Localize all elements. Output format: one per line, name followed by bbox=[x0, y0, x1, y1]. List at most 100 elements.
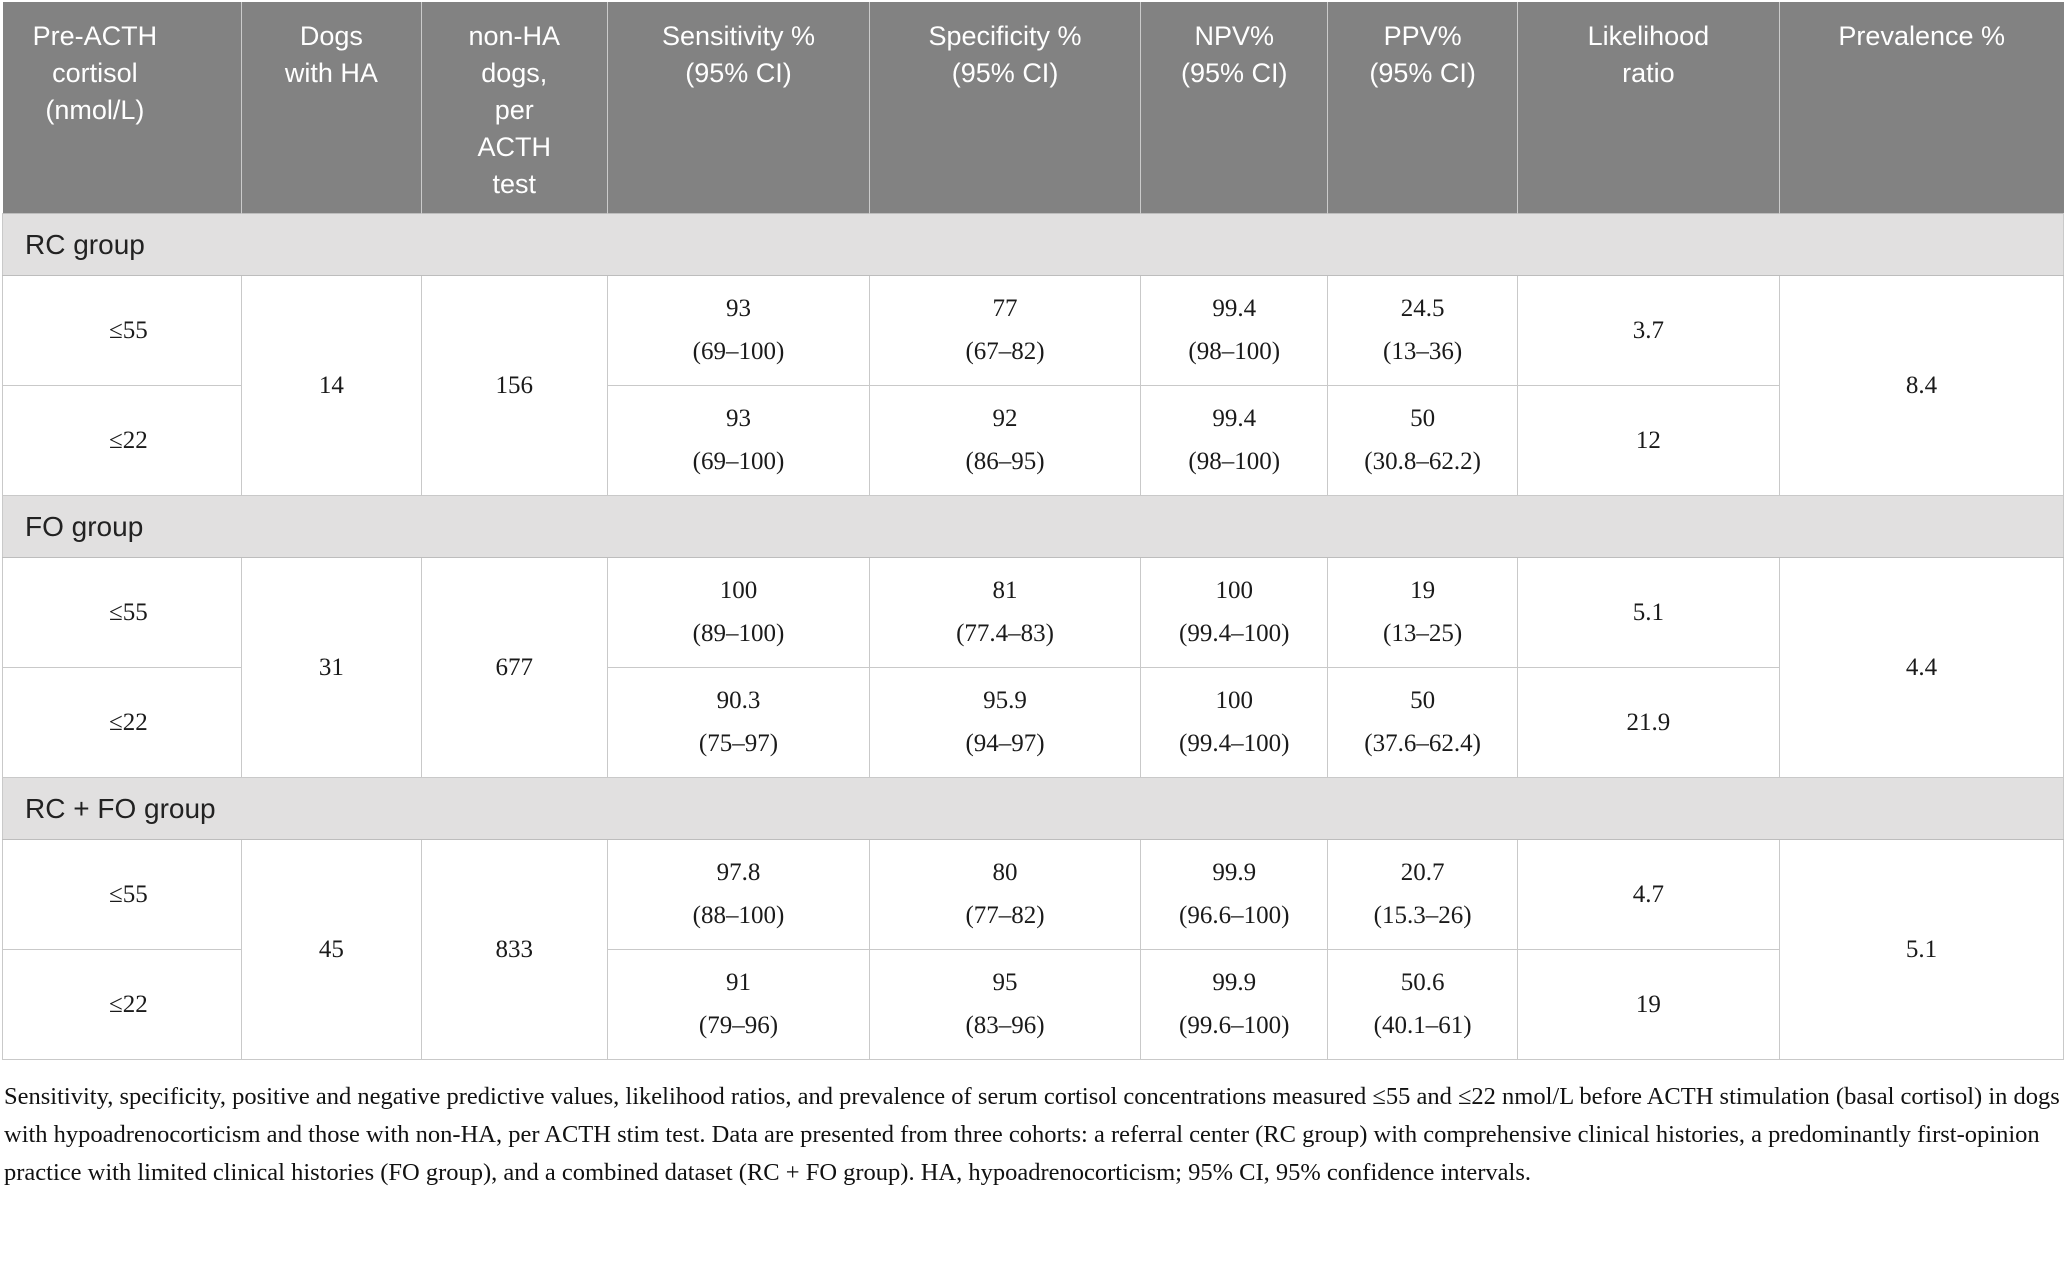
sensitivity-ci: (89–100) bbox=[692, 619, 785, 647]
specificity-ci: (67–82) bbox=[965, 337, 1045, 365]
dogs-with-ha-cell: 31 bbox=[241, 557, 422, 778]
sensitivity-ci: (69–100) bbox=[692, 337, 785, 365]
specificity-value: 80 bbox=[992, 858, 1018, 886]
column-header-non-ha-dogs: non-HA dogs, per ACTH test bbox=[420, 2, 608, 214]
specificity-cell: 95.9 (94–97) bbox=[869, 667, 1142, 778]
column-header-dogs-with-ha: Dogs with HA bbox=[241, 2, 422, 214]
sensitivity-value: 97.8 bbox=[716, 858, 761, 886]
ppv-cell: 24.5 (13–36) bbox=[1327, 275, 1518, 386]
specificity-value: 77 bbox=[992, 294, 1018, 322]
table-row-rcfo-22: ≤22 91 (79–96) 95 (83–96) 99.9 (99.6–100) 5… bbox=[1, 949, 2064, 1060]
column-header-pre-acth-cortisol: Pre-ACTH cortisol (nmol/L) bbox=[2, 2, 242, 214]
ppv-cell: 19 (13–25) bbox=[1327, 557, 1518, 668]
column-header-npv: NPV% (95% CI) bbox=[1140, 2, 1328, 214]
npv-value: 99.9 bbox=[1212, 858, 1257, 886]
column-header-specificity: Specificity % (95% CI) bbox=[869, 2, 1141, 214]
npv-cell: 100 (99.4–100) bbox=[1140, 557, 1329, 668]
npv-value: 100 bbox=[1215, 576, 1253, 604]
specificity-ci: (77–82) bbox=[965, 901, 1045, 929]
specificity-value: 92 bbox=[992, 404, 1018, 432]
ppv-value: 50 bbox=[1410, 404, 1436, 432]
ppv-cell: 50 (37.6–62.4) bbox=[1327, 667, 1518, 778]
dogs-with-ha-cell: 14 bbox=[241, 275, 422, 496]
ppv-ci: (15.3–26) bbox=[1373, 901, 1472, 929]
sensitivity-ci: (79–96) bbox=[698, 1011, 779, 1039]
non-ha-dogs-cell: 156 bbox=[420, 275, 608, 496]
ppv-ci: (40.1–61) bbox=[1373, 1011, 1472, 1039]
likelihood-ratio-cell: 5.1 bbox=[1516, 557, 1780, 668]
ppv-ci: (30.8–62.2) bbox=[1364, 447, 1481, 475]
likelihood-ratio-cell: 19 bbox=[1516, 949, 1780, 1060]
ppv-value: 19 bbox=[1410, 576, 1436, 604]
sensitivity-value: 93 bbox=[725, 294, 751, 322]
likelihood-ratio-cell: 12 bbox=[1516, 385, 1780, 496]
ppv-value: 50.6 bbox=[1400, 968, 1445, 996]
specificity-ci: (86–95) bbox=[965, 447, 1045, 475]
npv-value: 99.4 bbox=[1212, 294, 1257, 322]
sensitivity-value: 100 bbox=[719, 576, 758, 604]
non-ha-dogs-cell: 833 bbox=[420, 839, 608, 1060]
likelihood-ratio-cell: 21.9 bbox=[1516, 667, 1780, 778]
ppv-ci: (13–36) bbox=[1383, 337, 1463, 365]
table-row-rc-22: ≤22 93 (69–100) 92 (86–95) 99.4 (98–100) 50… bbox=[1, 385, 2064, 496]
table-row-rcfo-55: ≤55 45 833 97.8 (88–100) 80 (77–82) 99.9 (9… bbox=[1, 839, 2065, 1060]
npv-cell: 100 (99.4–100) bbox=[1140, 667, 1329, 778]
prevalence-cell: 5.1 bbox=[1778, 839, 2065, 1060]
npv-value: 100 bbox=[1215, 686, 1253, 714]
specificity-value: 95.9 bbox=[983, 686, 1027, 714]
specificity-cell: 77 (67–82) bbox=[869, 275, 1142, 386]
prevalence-cell: 8.4 bbox=[1778, 275, 2065, 496]
specificity-value: 81 bbox=[992, 576, 1018, 604]
sensitivity-cell: 93 (69–100) bbox=[606, 275, 871, 386]
sensitivity-ci: (88–100) bbox=[692, 901, 785, 929]
sensitivity-value: 93 bbox=[725, 404, 751, 432]
threshold-cell: ≤55 bbox=[1, 275, 243, 386]
threshold-cell: ≤22 bbox=[1, 385, 243, 496]
npv-ci: (98–100) bbox=[1188, 447, 1281, 475]
sensitivity-cell: 93 (69–100) bbox=[606, 385, 871, 496]
column-header-sensitivity: Sensitivity % (95% CI) bbox=[606, 2, 870, 214]
group-label-fo: FO group bbox=[2, 495, 2064, 558]
sensitivity-ci: (75–97) bbox=[698, 729, 779, 757]
sensitivity-cell: 97.8 (88–100) bbox=[606, 839, 871, 950]
sensitivity-value: 91 bbox=[725, 968, 751, 996]
column-header-ppv: PPV% (95% CI) bbox=[1327, 2, 1518, 214]
ppv-value: 24.5 bbox=[1400, 294, 1445, 322]
group-section-row-rc: RC group bbox=[2, 213, 2064, 276]
likelihood-ratio-cell: 3.7 bbox=[1516, 275, 1780, 386]
npv-cell: 99.4 (98–100) bbox=[1140, 385, 1329, 496]
sensitivity-ci: (69–100) bbox=[692, 447, 785, 475]
ppv-cell: 50.6 (40.1–61) bbox=[1327, 949, 1518, 1060]
ppv-value: 50 bbox=[1410, 686, 1436, 714]
npv-cell: 99.9 (99.6–100) bbox=[1140, 949, 1329, 1060]
table-row-fo-22: ≤22 90.3 (75–97) 95.9 (94–97) 100 (99.4–100… bbox=[1, 667, 2064, 778]
sensitivity-cell: 91 (79–96) bbox=[606, 949, 871, 1060]
likelihood-ratio-cell: 4.7 bbox=[1516, 839, 1780, 950]
npv-ci: (99.4–100) bbox=[1179, 619, 1290, 647]
threshold-cell: ≤22 bbox=[1, 949, 243, 1060]
group-section-row-fo: FO group bbox=[2, 495, 2064, 558]
threshold-cell: ≤55 bbox=[1, 557, 243, 668]
group-label-rc: RC group bbox=[2, 213, 2064, 276]
ppv-ci: (13–25) bbox=[1383, 619, 1463, 647]
threshold-cell: ≤55 bbox=[1, 839, 243, 950]
specificity-cell: 80 (77–82) bbox=[869, 839, 1142, 950]
npv-ci: (99.4–100) bbox=[1179, 729, 1290, 757]
specificity-value: 95 bbox=[992, 968, 1018, 996]
ppv-value: 20.7 bbox=[1400, 858, 1445, 886]
table-figure: Pre-ACTH cortisol (nmol/L) Dogs with HA … bbox=[1, 2, 2065, 1186]
sensitivity-value: 90.3 bbox=[716, 686, 761, 714]
table-caption: Sensitivity, specificity, positive and n… bbox=[4, 1083, 2060, 1186]
group-label-rc-fo: RC + FO group bbox=[2, 777, 2064, 840]
sensitivity-cell: 90.3 (75–97) bbox=[606, 667, 871, 778]
npv-value: 99.4 bbox=[1212, 404, 1257, 432]
sensitivity-cell: 100 (89–100) bbox=[606, 557, 871, 668]
non-ha-dogs-cell: 677 bbox=[420, 557, 608, 778]
specificity-ci: (83–96) bbox=[965, 1011, 1045, 1039]
npv-ci: (99.6–100) bbox=[1179, 1011, 1290, 1039]
npv-ci: (98–100) bbox=[1188, 337, 1281, 365]
header-row: Pre-ACTH cortisol (nmol/L) Dogs with HA … bbox=[2, 2, 2064, 214]
npv-ci: (96.6–100) bbox=[1179, 901, 1290, 929]
specificity-cell: 95 (83–96) bbox=[869, 949, 1142, 1060]
specificity-cell: 92 (86–95) bbox=[869, 385, 1142, 496]
